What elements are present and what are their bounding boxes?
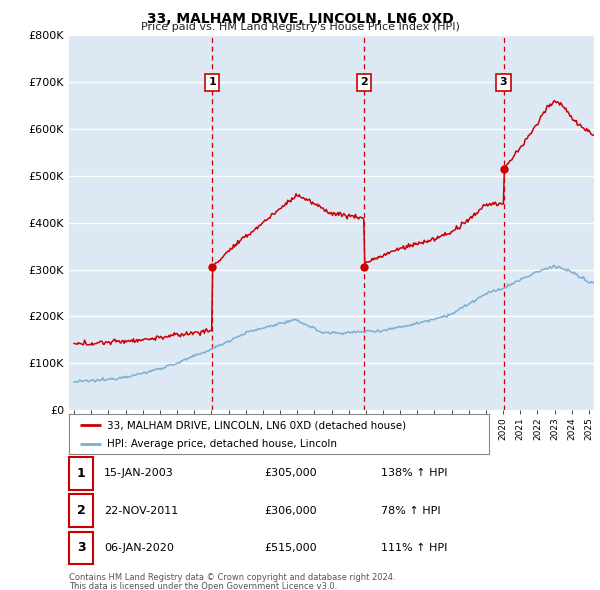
Text: 33, MALHAM DRIVE, LINCOLN, LN6 0XD: 33, MALHAM DRIVE, LINCOLN, LN6 0XD (146, 12, 454, 26)
Text: Price paid vs. HM Land Registry's House Price Index (HPI): Price paid vs. HM Land Registry's House … (140, 22, 460, 32)
Text: 33, MALHAM DRIVE, LINCOLN, LN6 0XD (detached house): 33, MALHAM DRIVE, LINCOLN, LN6 0XD (deta… (107, 421, 406, 431)
Text: 1: 1 (77, 467, 85, 480)
Text: This data is licensed under the Open Government Licence v3.0.: This data is licensed under the Open Gov… (69, 582, 337, 590)
Text: 78% ↑ HPI: 78% ↑ HPI (381, 506, 440, 516)
Text: 1: 1 (208, 77, 216, 87)
Text: Contains HM Land Registry data © Crown copyright and database right 2024.: Contains HM Land Registry data © Crown c… (69, 573, 395, 582)
Text: 3: 3 (77, 541, 85, 555)
Text: 111% ↑ HPI: 111% ↑ HPI (381, 543, 448, 553)
Text: 22-NOV-2011: 22-NOV-2011 (104, 506, 178, 516)
Text: HPI: Average price, detached house, Lincoln: HPI: Average price, detached house, Linc… (107, 440, 337, 449)
Text: 3: 3 (500, 77, 508, 87)
Text: £305,000: £305,000 (264, 468, 317, 478)
Text: £306,000: £306,000 (264, 506, 317, 516)
Text: 06-JAN-2020: 06-JAN-2020 (104, 543, 173, 553)
Text: 2: 2 (360, 77, 368, 87)
Text: 138% ↑ HPI: 138% ↑ HPI (381, 468, 448, 478)
Text: 15-JAN-2003: 15-JAN-2003 (104, 468, 173, 478)
Text: 2: 2 (77, 504, 85, 517)
Text: £515,000: £515,000 (264, 543, 317, 553)
